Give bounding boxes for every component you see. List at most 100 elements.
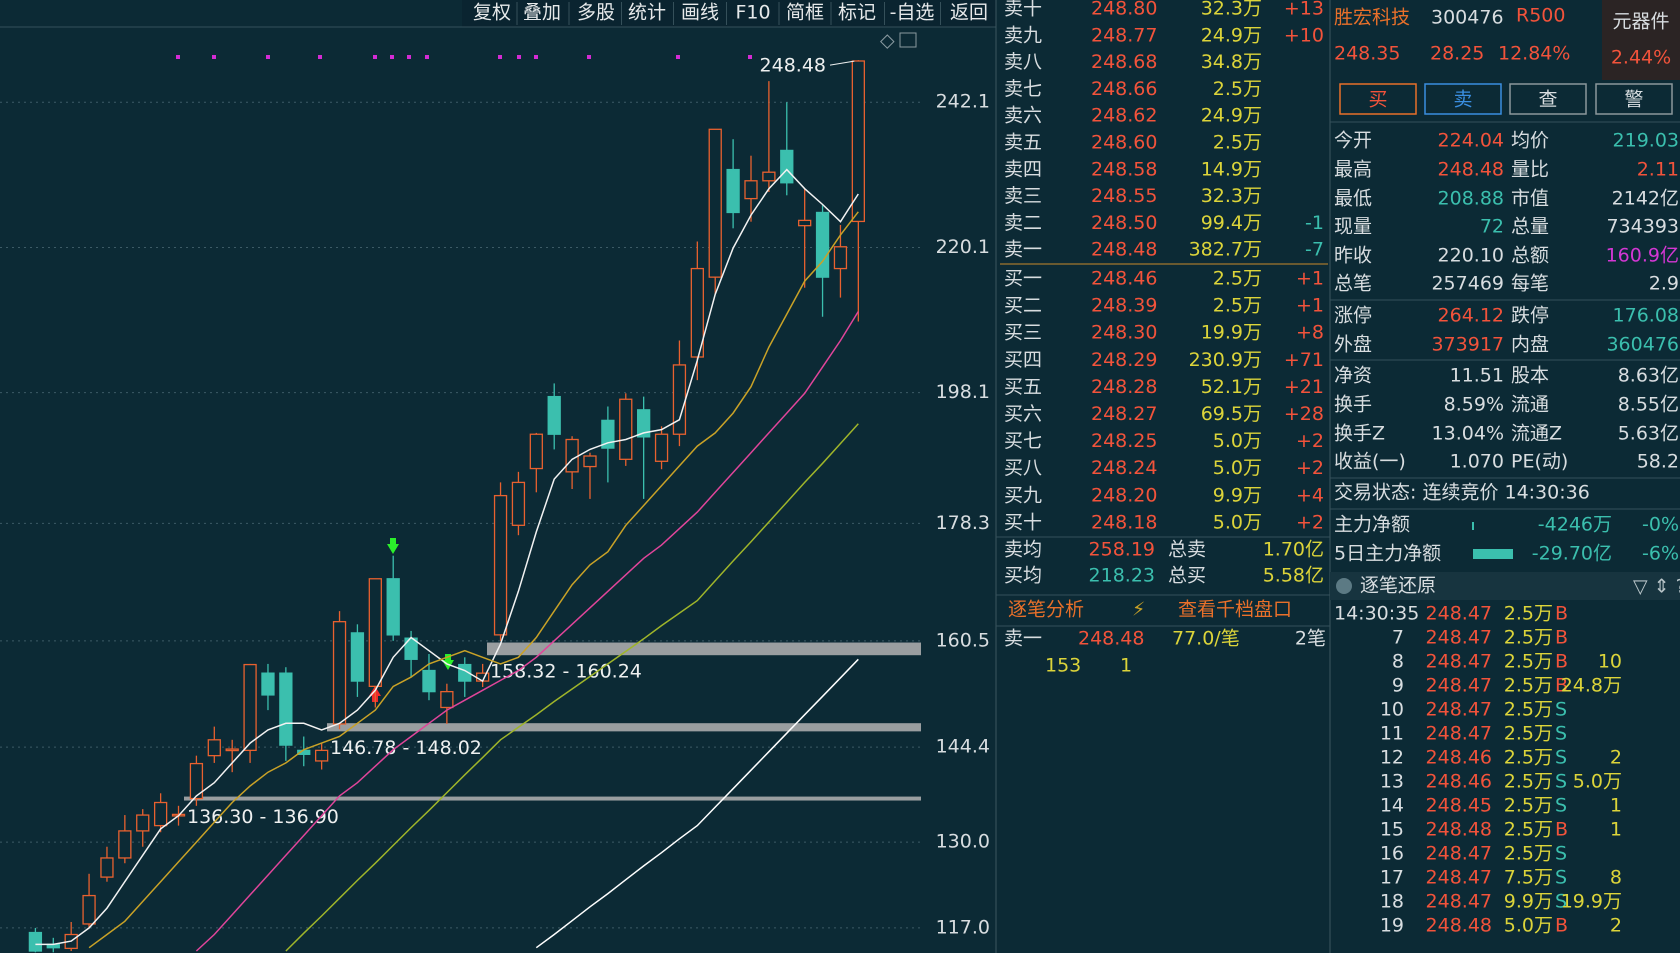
toolbar-button[interactable]: -自选	[890, 2, 935, 24]
trade-extra: 2	[1610, 915, 1622, 937]
stat-label: 今开	[1334, 130, 1372, 152]
book-change: -7	[1305, 239, 1324, 261]
stat-value: 58.2	[1637, 451, 1679, 473]
book-volume: 5.0万	[1213, 511, 1262, 533]
toolbar-button[interactable]: 复权	[473, 2, 511, 24]
candle-body	[440, 690, 454, 709]
stat-label: 总笔	[1334, 273, 1372, 295]
detail-avg: 77.0/笔	[1172, 628, 1240, 650]
stat-label: 涨停	[1334, 305, 1372, 327]
book-price: 248.48	[1091, 239, 1157, 261]
trade-volume: 2.5万	[1504, 747, 1553, 769]
trade-volume: 2.5万	[1504, 675, 1553, 697]
signal-dot	[212, 55, 216, 59]
book-price: 248.66	[1091, 78, 1157, 100]
book-label: 卖九	[1004, 24, 1042, 46]
chart-icon[interactable]	[899, 32, 917, 48]
signal-dot	[534, 55, 538, 59]
toolbar-button[interactable]: 多股	[577, 2, 615, 24]
book-label: 买六	[1004, 403, 1042, 425]
toolbar-button[interactable]: 简框	[786, 2, 824, 24]
stat-value: 224.04	[1438, 130, 1504, 152]
action-label[interactable]: 卖	[1453, 89, 1472, 111]
toolbar-button[interactable]: F10	[735, 2, 770, 24]
action-button[interactable]	[1509, 83, 1587, 115]
trade-price: 248.48	[1426, 915, 1492, 937]
tab[interactable]: 查看千档盘口	[1178, 599, 1292, 621]
trade-side: B	[1555, 603, 1568, 625]
chart-icon[interactable]: ◇	[880, 30, 895, 52]
stock-tag: R500	[1516, 5, 1565, 27]
bolt-icon: ⚡	[1132, 599, 1145, 621]
trade-price: 248.46	[1426, 747, 1492, 769]
action-button[interactable]	[1339, 83, 1417, 115]
action-label[interactable]: 警	[1624, 89, 1643, 111]
tab[interactable]: 逐笔分析	[1008, 599, 1084, 621]
stat-label: 流通	[1511, 394, 1549, 416]
book-label: 买十	[1004, 511, 1042, 533]
filter-icon[interactable]: ▽ ⇕ ?	[1633, 576, 1680, 598]
toolbar-button[interactable]: 画线	[681, 2, 719, 24]
action-label[interactable]: 查	[1538, 89, 1557, 111]
book-label: 卖二	[1004, 212, 1042, 234]
ma-line	[195, 311, 859, 952]
trade-index: 9	[1392, 675, 1404, 697]
candle-body	[637, 409, 651, 438]
summary-value: 1.70亿	[1263, 539, 1324, 561]
book-label: 买一	[1004, 268, 1042, 290]
toolbar-button[interactable]: 统计	[628, 2, 666, 24]
sector-pct: 2.44%	[1611, 47, 1671, 69]
stat-value: 373917	[1431, 334, 1504, 356]
trades-title: 逐笔还原	[1360, 575, 1436, 597]
candle-body	[690, 267, 704, 358]
trade-volume: 7.5万	[1504, 867, 1553, 889]
stat-label: 总量	[1511, 216, 1549, 238]
stat-label: 最低	[1334, 188, 1372, 210]
book-label: 卖四	[1004, 158, 1042, 180]
zone	[327, 723, 921, 732]
trade-volume: 2.5万	[1504, 699, 1553, 721]
stat-value: 257469	[1431, 273, 1504, 295]
signal-dot	[373, 55, 377, 59]
stat-value: 176.08	[1613, 305, 1679, 327]
stat-value: 219.03	[1613, 130, 1679, 152]
signal-dot	[748, 55, 752, 59]
stat-value: 360476	[1606, 334, 1679, 356]
candle-body	[493, 494, 508, 636]
stat-value: 2.9	[1649, 273, 1679, 295]
book-price: 248.27	[1091, 403, 1157, 425]
trade-volume: 2.5万	[1504, 795, 1553, 817]
book-price: 248.39	[1091, 295, 1157, 317]
book-label: 买三	[1004, 322, 1042, 344]
flow-label: 5日主力净额	[1334, 543, 1441, 565]
stock-name: 胜宏科技	[1334, 7, 1410, 29]
stat-label: 内盘	[1511, 334, 1549, 356]
stat-value: 208.88	[1438, 188, 1504, 210]
trade-price: 248.47	[1426, 627, 1492, 649]
stat-value: 2142亿	[1612, 188, 1679, 210]
flow-bar	[1473, 549, 1513, 559]
trade-index: 14	[1380, 795, 1404, 817]
book-price: 248.50	[1091, 212, 1157, 234]
zone-label: 146.78 - 148.02	[330, 737, 482, 759]
book-label: 买七	[1004, 430, 1042, 452]
price-pct: 12.84%	[1498, 43, 1570, 65]
detail-label: 卖一	[1004, 628, 1042, 650]
book-price: 248.80	[1091, 0, 1157, 20]
trade-index: 15	[1380, 819, 1404, 841]
trade-price: 248.47	[1426, 867, 1492, 889]
y-tick-label: 144.4	[936, 736, 990, 758]
toolbar-button[interactable]: 返回	[950, 2, 988, 24]
candle-body	[368, 578, 382, 688]
trade-index: 8	[1392, 651, 1404, 673]
trade-index: 11	[1380, 723, 1404, 745]
collapse-icon[interactable]	[1336, 578, 1352, 594]
action-button[interactable]	[1424, 83, 1502, 115]
action-button[interactable]	[1595, 83, 1673, 115]
candle-body	[780, 149, 794, 184]
toolbar-button[interactable]: 叠加	[523, 2, 561, 24]
toolbar-button[interactable]: 标记	[838, 2, 876, 24]
action-label[interactable]: 买	[1368, 89, 1387, 111]
candle-body	[672, 364, 687, 435]
